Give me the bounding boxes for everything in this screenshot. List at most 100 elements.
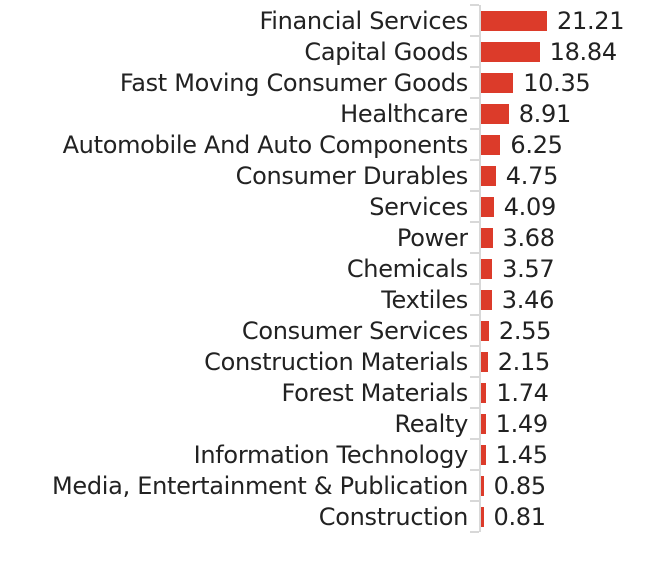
bar-track: 8.91 bbox=[481, 98, 651, 129]
category-label: Consumer Services bbox=[241, 316, 468, 345]
bar-track: 3.68 bbox=[481, 222, 651, 253]
category-label: Forest Materials bbox=[281, 378, 469, 407]
value-label: 8.91 bbox=[518, 99, 572, 128]
bar-row: Consumer Durables 4.75 bbox=[0, 160, 651, 191]
bar-row: Financial Services 21.21 bbox=[0, 5, 651, 36]
bar-track: 0.81 bbox=[481, 501, 651, 532]
category-label: Power bbox=[396, 223, 468, 252]
y-axis-tick bbox=[470, 500, 479, 502]
bar-row: Power 3.68 bbox=[0, 222, 651, 253]
y-axis-tick bbox=[470, 190, 479, 192]
y-axis-tick bbox=[470, 345, 479, 347]
y-axis-tick bbox=[470, 4, 479, 6]
bar-track: 2.55 bbox=[481, 315, 651, 346]
bar-row: Construction 0.81 bbox=[0, 501, 651, 532]
y-axis-tick bbox=[470, 128, 479, 130]
value-label: 0.81 bbox=[493, 502, 547, 531]
category-label: Realty bbox=[394, 409, 468, 438]
bar bbox=[481, 320, 489, 341]
y-axis-tick bbox=[470, 35, 479, 37]
bar-row: Consumer Services 2.55 bbox=[0, 315, 651, 346]
bar-row: Chemicals 3.57 bbox=[0, 253, 651, 284]
value-label: 2.15 bbox=[497, 347, 551, 376]
y-axis-tick bbox=[470, 469, 479, 471]
value-label: 1.49 bbox=[495, 409, 549, 438]
value-label: 18.84 bbox=[549, 37, 618, 66]
bar bbox=[481, 227, 493, 248]
value-label: 10.35 bbox=[523, 68, 591, 97]
value-label: 2.55 bbox=[498, 316, 552, 345]
y-axis-tick bbox=[470, 283, 479, 285]
value-label: 1.74 bbox=[496, 378, 549, 407]
y-axis-line bbox=[479, 5, 481, 532]
bar-row: Fast Moving Consumer Goods 10.35 bbox=[0, 67, 651, 98]
bar-track: 6.25 bbox=[481, 129, 651, 160]
value-label: 6.25 bbox=[510, 130, 563, 159]
bar-row: Services 4.09 bbox=[0, 191, 651, 222]
bar-row: Media, Entertainment & Publication 0.85 bbox=[0, 470, 651, 501]
bar bbox=[481, 444, 486, 465]
y-axis-tick bbox=[470, 407, 479, 409]
bar-track: 4.75 bbox=[481, 160, 651, 191]
y-axis-tick bbox=[470, 66, 479, 68]
category-label: Construction bbox=[318, 502, 468, 531]
bar-track: 1.49 bbox=[481, 408, 651, 439]
bar-row: Textiles 3.46 bbox=[0, 284, 651, 315]
bar-track: 3.46 bbox=[481, 284, 651, 315]
bar-track: 1.45 bbox=[481, 439, 651, 470]
bar-row: Capital Goods 18.84 bbox=[0, 36, 651, 67]
bar bbox=[481, 351, 488, 372]
value-label: 0.85 bbox=[493, 471, 547, 500]
bar-track: 1.74 bbox=[481, 377, 651, 408]
bar bbox=[481, 506, 484, 527]
bar bbox=[481, 41, 540, 62]
bar bbox=[481, 475, 484, 496]
category-label: Media, Entertainment & Publication bbox=[52, 471, 468, 500]
y-axis-tick bbox=[470, 252, 479, 254]
bar bbox=[481, 134, 501, 155]
bar-track: 2.15 bbox=[481, 346, 651, 377]
category-label: Consumer Durables bbox=[235, 161, 468, 190]
value-label: 4.75 bbox=[505, 161, 559, 190]
bar-row: Realty 1.49 bbox=[0, 408, 651, 439]
y-axis-tick bbox=[470, 159, 479, 161]
value-label: 1.45 bbox=[495, 440, 549, 469]
bar-row: Forest Materials 1.74 bbox=[0, 377, 651, 408]
category-label: Financial Services bbox=[259, 6, 468, 35]
category-label: Healthcare bbox=[340, 99, 468, 128]
bar-row: Healthcare 8.91 bbox=[0, 98, 651, 129]
bar bbox=[481, 258, 493, 279]
value-label: 3.68 bbox=[502, 223, 556, 252]
category-label: Construction Materials bbox=[204, 347, 468, 376]
category-label: Chemicals bbox=[346, 254, 468, 283]
category-label: Fast Moving Consumer Goods bbox=[119, 68, 468, 97]
bar-track: 21.21 bbox=[481, 5, 651, 36]
value-label: 4.09 bbox=[503, 192, 557, 221]
bar-track: 10.35 bbox=[481, 67, 651, 98]
bar-row: Information Technology 1.45 bbox=[0, 439, 651, 470]
bar bbox=[481, 413, 486, 434]
value-label: 3.57 bbox=[502, 254, 555, 283]
chart-plot-area: Financial Services 21.21 Capital Goods 18.8… bbox=[0, 5, 651, 532]
y-axis-tick bbox=[470, 314, 479, 316]
y-axis-tick bbox=[470, 438, 479, 440]
value-label: 3.46 bbox=[501, 285, 555, 314]
y-axis-tick bbox=[470, 97, 479, 99]
category-label: Textiles bbox=[381, 285, 468, 314]
bar bbox=[481, 382, 487, 403]
y-axis-tick bbox=[470, 221, 479, 223]
y-axis-tick bbox=[470, 376, 479, 378]
bar bbox=[481, 72, 514, 93]
bar-track: 18.84 bbox=[481, 36, 651, 67]
bar-track: 4.09 bbox=[481, 191, 651, 222]
category-label: Automobile And Auto Components bbox=[62, 130, 468, 159]
bar-track: 3.57 bbox=[481, 253, 651, 284]
category-label: Capital Goods bbox=[304, 37, 468, 66]
bar bbox=[481, 196, 494, 217]
bar bbox=[481, 289, 492, 310]
bar-track: 0.85 bbox=[481, 470, 651, 501]
bar bbox=[481, 10, 547, 31]
bar-row: Construction Materials 2.15 bbox=[0, 346, 651, 377]
value-label: 21.21 bbox=[557, 6, 625, 35]
